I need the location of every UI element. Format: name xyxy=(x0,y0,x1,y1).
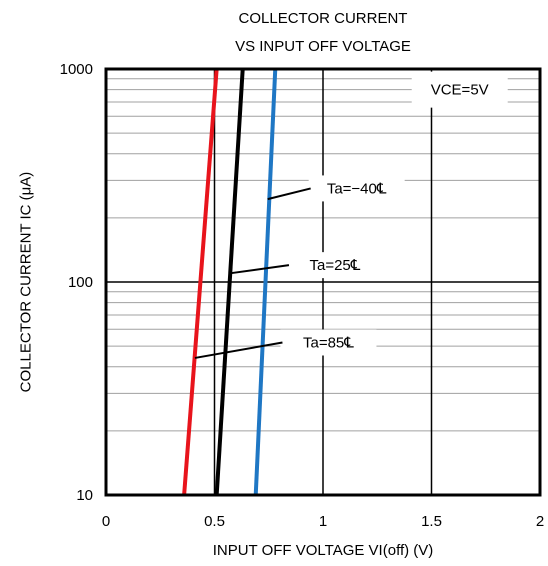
condition-label: VCE=5V xyxy=(431,82,489,99)
chart-title-line-1: COLLECTOR CURRENT xyxy=(238,10,408,27)
condition-label-box xyxy=(411,71,508,108)
series-label-box xyxy=(280,329,377,356)
x-tick-label: 1.5 xyxy=(421,513,442,530)
x-tick-label: 2 xyxy=(536,513,544,530)
chart-title-line-2: VS INPUT OFF VOLTAGE xyxy=(235,38,411,55)
y-tick-label: 1000 xyxy=(60,61,93,78)
series-label: Ta=−40℄ xyxy=(327,180,387,197)
series-label-box xyxy=(286,252,383,279)
leader-line xyxy=(194,341,283,359)
x-tick-label: 0 xyxy=(102,513,110,530)
plot-frame xyxy=(104,67,542,497)
series-label: Ta=25℄ xyxy=(309,257,360,274)
y-tick-label: 10 xyxy=(76,487,93,504)
series-line xyxy=(182,68,219,496)
series-line xyxy=(253,68,278,496)
leader-line xyxy=(230,264,290,275)
series-line xyxy=(214,68,245,496)
y-tick-label: 100 xyxy=(68,274,93,291)
x-tick-label: 1 xyxy=(319,513,327,530)
leader-line xyxy=(267,187,311,201)
series-label: Ta=85℄ xyxy=(303,334,354,351)
x-axis-label: INPUT OFF VOLTAGE VI(off) (V) xyxy=(212,542,434,559)
y-axis-label: COLLECTOR CURRENT IC (μA) xyxy=(17,171,35,393)
series-label-box xyxy=(308,175,405,202)
x-tick-label: 0.5 xyxy=(204,513,225,530)
